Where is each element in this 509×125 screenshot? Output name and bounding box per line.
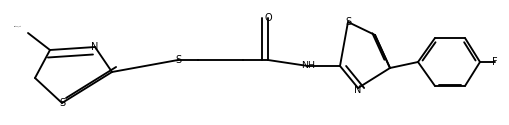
Text: O: O [264,13,272,23]
Text: S: S [59,98,65,108]
Text: NH: NH [301,62,315,70]
Text: methyl_dot: methyl_dot [14,25,22,27]
Text: N: N [354,85,362,95]
Text: F: F [492,57,498,67]
Text: S: S [175,55,181,65]
Text: N: N [91,42,99,52]
Text: S: S [345,17,351,27]
